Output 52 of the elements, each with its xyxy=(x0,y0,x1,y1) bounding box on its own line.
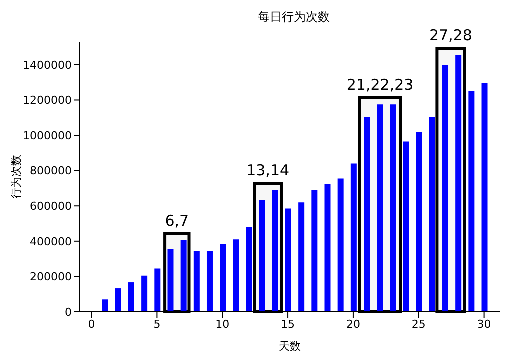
x-tick-label: 30 xyxy=(477,318,492,331)
bar xyxy=(194,251,200,312)
bar xyxy=(115,288,122,312)
y-axis-title: 行为次数 xyxy=(10,155,23,199)
bar xyxy=(285,208,292,312)
y-tick-label: 200000 xyxy=(30,270,72,284)
bar xyxy=(142,276,148,312)
bar xyxy=(377,104,384,312)
bar xyxy=(456,55,462,312)
y-tick-label: 1400000 xyxy=(23,58,72,72)
bar xyxy=(168,249,174,312)
x-tick-label: 15 xyxy=(281,318,296,331)
bar xyxy=(364,117,370,312)
bar xyxy=(180,240,187,312)
band-label: 13,14 xyxy=(246,161,290,180)
y-tick-label: 0 xyxy=(65,306,72,319)
bar xyxy=(429,117,436,312)
bar xyxy=(338,178,344,312)
bar xyxy=(206,251,213,312)
x-axis-title: 天数 xyxy=(279,340,301,353)
bar xyxy=(246,227,252,312)
x-tick-label: 5 xyxy=(154,318,161,331)
bar xyxy=(259,200,266,312)
bar xyxy=(233,240,240,312)
bar xyxy=(298,202,305,312)
y-tick-label: 1200000 xyxy=(23,94,72,108)
bar xyxy=(350,164,357,312)
x-tick-label: 20 xyxy=(346,318,360,331)
y-tick-label: 800000 xyxy=(30,164,72,178)
bar xyxy=(324,184,331,312)
bar xyxy=(416,132,422,312)
x-tick-label: 10 xyxy=(216,318,230,331)
bar xyxy=(102,300,108,312)
bar xyxy=(403,142,410,312)
bar xyxy=(272,190,278,312)
y-tick-label: 400000 xyxy=(30,235,72,248)
band-label: 6,7 xyxy=(165,212,190,230)
bar xyxy=(220,244,226,312)
bar xyxy=(390,104,396,312)
bar xyxy=(154,268,161,312)
bar xyxy=(128,282,134,312)
x-tick-label: 25 xyxy=(412,318,426,331)
bar xyxy=(442,64,449,312)
y-tick-label: 600000 xyxy=(30,200,72,214)
x-tick-label: 0 xyxy=(88,318,96,331)
bar xyxy=(468,91,475,312)
bar xyxy=(312,190,318,312)
band-label: 27,28 xyxy=(429,26,472,44)
y-tick-label: 1000000 xyxy=(23,129,72,142)
chart-title: 每日行为次数 xyxy=(257,9,331,26)
bar xyxy=(482,83,488,312)
band-label: 21,22,23 xyxy=(346,76,414,94)
